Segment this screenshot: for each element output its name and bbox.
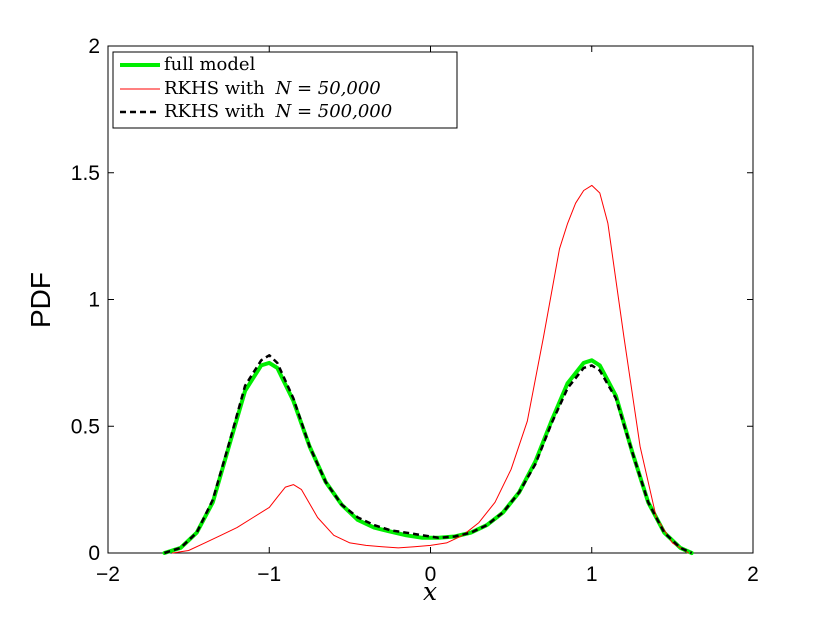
x-tick-label: −1 [257,563,281,586]
legend-label-rkhs-50000-name: RKHS with [164,78,265,99]
legend-label-full-model: full model [164,54,256,75]
x-tick-label: 1 [586,563,598,586]
y-tick-label: 1 [88,289,100,312]
legend-label-rkhs-50000-math: N = 50,000 [274,78,380,99]
legend: full model RKHS with N = 50,000 RKHS wit… [112,51,458,129]
x-tick-label: 2 [747,563,759,586]
y-tick-label: 1.5 [71,162,100,185]
legend-label-rkhs-500000: RKHS with N = 500,000 [164,101,392,122]
y-tick-label: 2 [88,35,100,58]
x-tick-label: −2 [96,563,120,586]
y-tick-label: 0 [88,542,100,565]
legend-box [112,51,458,129]
legend-label-rkhs-500000-math: N = 500,000 [274,101,392,122]
tick-labels: −2 −1 0 1 2 0 0.5 1 1.5 2 [71,35,759,586]
y-tick-label: 0.5 [71,415,100,438]
legend-label-rkhs-50000: RKHS with N = 50,000 [164,78,381,99]
series-line-full-model [162,358,694,555]
x-axis-label: x [423,577,437,606]
legend-label-rkhs-500000-name: RKHS with [164,101,265,122]
series-group [162,184,694,555]
axis-ticks [107,45,754,554]
x-tick-label: 0 [425,563,437,586]
series-line-rkhs-50000 [172,184,689,554]
y-axis-label: PDF [25,272,56,328]
